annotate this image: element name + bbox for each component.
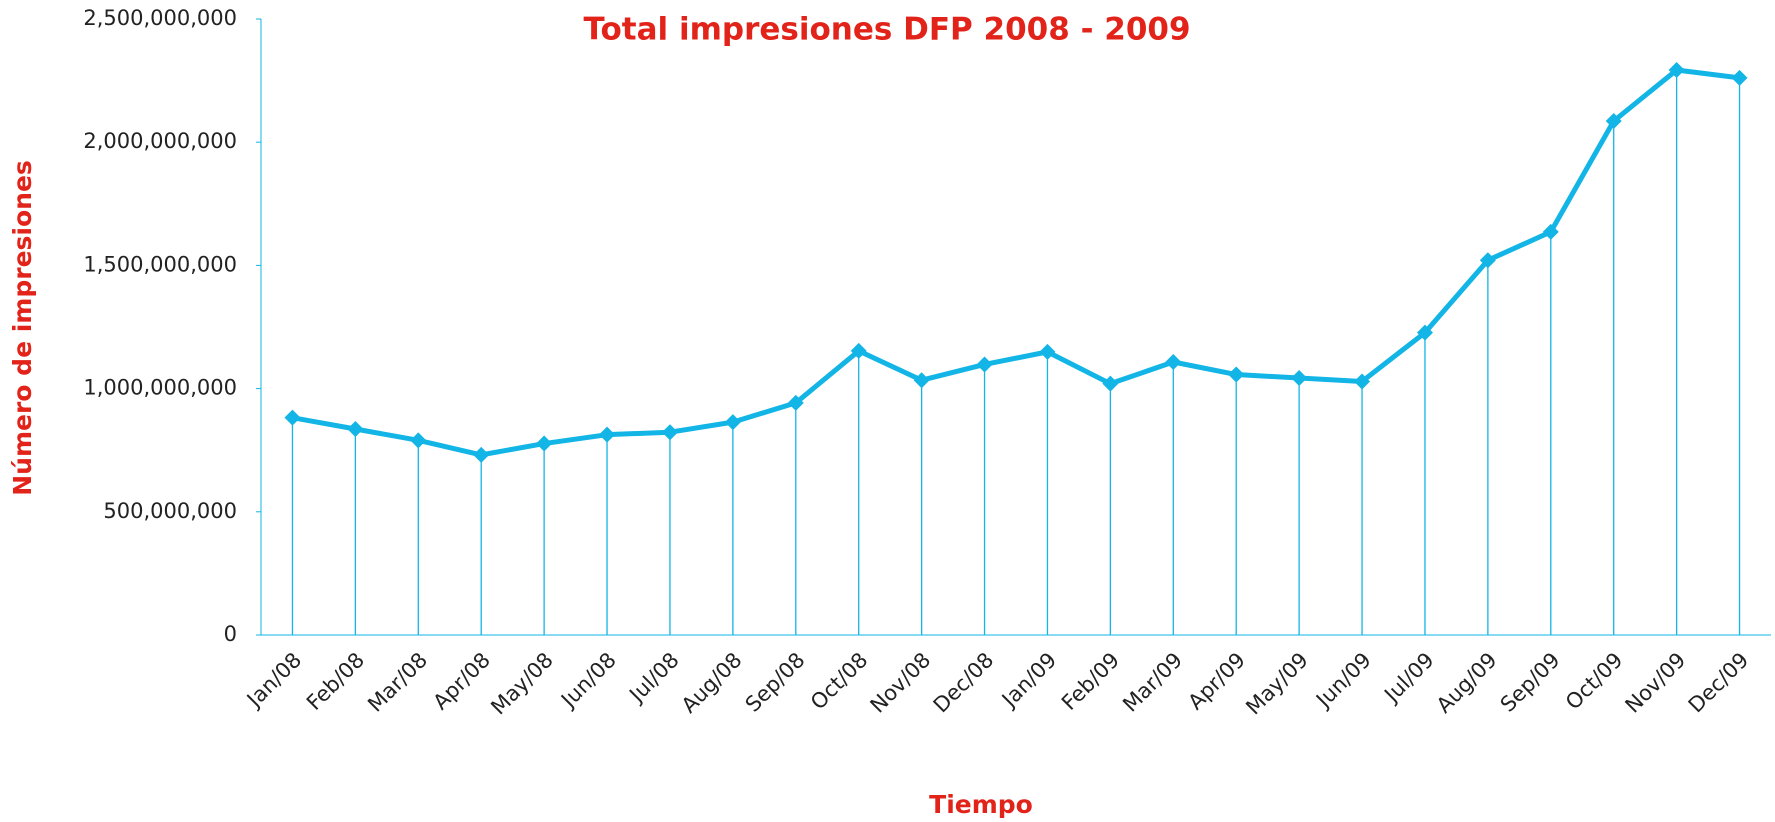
point <box>410 432 427 449</box>
x-tick-label: Apr/08 <box>428 648 495 715</box>
x-tick-label: Jan/09 <box>996 648 1061 713</box>
point <box>473 446 490 463</box>
x-tick-label: Aug/08 <box>677 648 747 718</box>
x-tick-label: Sep/09 <box>1496 648 1565 717</box>
point <box>1605 113 1622 130</box>
point <box>1479 252 1496 269</box>
x-tick-label: Nov/08 <box>866 648 936 718</box>
x-tick-label: Feb/09 <box>1057 648 1124 715</box>
x-tick-label: Sep/08 <box>741 648 810 717</box>
y-tick-label: 2,500,000,000 <box>83 6 237 30</box>
y-tick-label: 1,500,000,000 <box>83 252 237 276</box>
x-tick-label: Dec/09 <box>1684 648 1754 718</box>
point <box>661 424 678 441</box>
y-tick-label: 0 <box>224 622 237 646</box>
point <box>976 356 993 373</box>
point <box>724 414 741 431</box>
y-tick-label: 1,000,000,000 <box>83 376 237 400</box>
point <box>1668 62 1685 79</box>
point <box>850 342 867 359</box>
chart-title: Total impresiones DFP 2008 - 2009 <box>583 12 1190 48</box>
x-tick-label: Aug/09 <box>1432 648 1502 718</box>
x-tick-label: Jun/08 <box>555 648 620 713</box>
point <box>913 372 930 389</box>
x-tick-label: Apr/09 <box>1183 648 1250 715</box>
x-tick-label: Jul/08 <box>624 648 684 708</box>
x-tick-label: May/08 <box>486 648 558 720</box>
y-tick-label: 500,000,000 <box>103 499 237 523</box>
point <box>1165 353 1182 370</box>
x-tick-label: Jul/09 <box>1379 648 1439 708</box>
point <box>1039 343 1056 360</box>
point <box>1416 324 1433 341</box>
point <box>1542 223 1559 240</box>
x-tick-label: Oct/08 <box>806 648 873 715</box>
point <box>1731 69 1748 86</box>
x-tick-label: Mar/08 <box>363 648 432 717</box>
point <box>787 394 804 411</box>
x-tick-label: Oct/09 <box>1561 648 1628 715</box>
x-tick-label: Feb/08 <box>302 648 369 715</box>
x-tick-label: May/09 <box>1241 648 1313 720</box>
x-tick-label: Mar/09 <box>1118 648 1187 717</box>
point <box>1102 375 1119 392</box>
y-tick-label: 2,000,000,000 <box>83 129 237 153</box>
point <box>1354 373 1371 390</box>
x-axis-label: Tiempo <box>929 790 1033 819</box>
series-line <box>292 67 1740 458</box>
x-tick-label: Jun/09 <box>1310 648 1375 713</box>
x-tick-label: Jan/08 <box>241 648 306 713</box>
point <box>1291 370 1308 387</box>
point <box>1228 366 1245 383</box>
point <box>599 426 616 443</box>
x-tick-label: Nov/09 <box>1621 648 1691 718</box>
point <box>347 421 364 438</box>
x-tick-label: Dec/08 <box>929 648 999 718</box>
point <box>284 409 301 426</box>
y-axis-label: Número de impresiones <box>8 160 37 496</box>
point <box>536 435 553 452</box>
